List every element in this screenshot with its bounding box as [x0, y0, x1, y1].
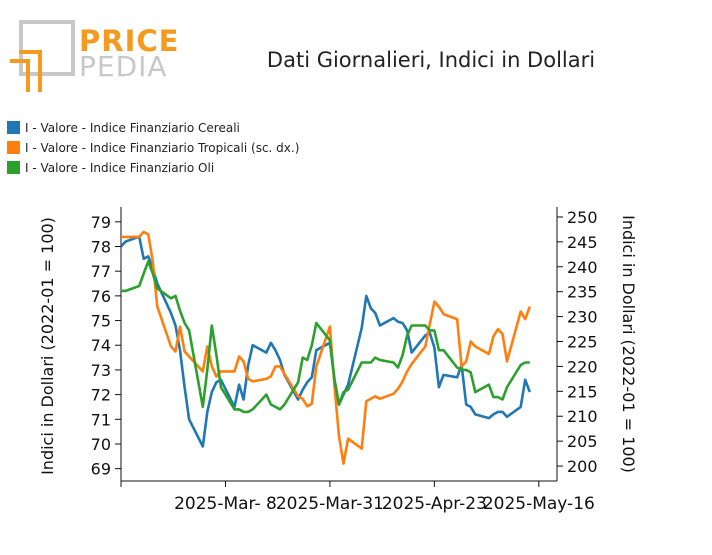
legend-swatch-2: [7, 141, 20, 154]
x-tick-label: 2025-May-16: [483, 494, 595, 514]
logo-word-pedia: PEDIA: [79, 50, 168, 83]
y-tick-label-right: 235: [567, 283, 598, 302]
y-tick-label-right: 205: [567, 432, 598, 451]
plot-area: 69 70 71 72 73 74 75 76 77 78 79 200 205 210 215 220 225…: [91, 207, 598, 514]
y-axis-label-left: Indici in Dollari (2022-01 = 100): [38, 217, 57, 475]
legend: I - Valore - Indice Finanziario Cereali I…: [7, 121, 299, 175]
legend-swatch-3: [7, 161, 20, 174]
y-tick-label-left: 76: [91, 287, 111, 306]
y-tick-label-left: 75: [91, 312, 111, 331]
chart-title: Dati Giornalieri, Indici in Dollari: [267, 48, 595, 72]
y-tick-label-right: 240: [567, 258, 598, 277]
x-tick-label: 2025-Mar- 8: [174, 494, 277, 514]
y-tick-label-left: 73: [91, 361, 111, 380]
y-tick-label-right: 230: [567, 308, 598, 327]
y-tick-label-left: 70: [91, 435, 111, 454]
logo-word-price: PRICE: [79, 24, 179, 58]
y-tick-label-left: 78: [91, 237, 111, 256]
pricepedia-logo: PRICE PEDIA: [10, 20, 179, 92]
y-tick-label-left: 71: [91, 410, 111, 429]
y-tick-label-left: 72: [91, 386, 111, 405]
y-axis-label-right: Indici in Dollari (2022-01 = 100): [619, 215, 638, 473]
series-line-3: [121, 259, 530, 414]
y-tick-label-left: 79: [91, 213, 111, 232]
y-tick-label-right: 220: [567, 357, 598, 376]
logo-orange-bracket-2: [19, 50, 42, 92]
x-tick-label: 2025-Apr-23: [382, 494, 487, 514]
legend-label-1: I - Valore - Indice Finanziario Cereali: [25, 121, 240, 135]
x-tick-label: 2025-Mar-31: [276, 494, 384, 514]
y-tick-label-right: 250: [567, 208, 598, 227]
y-tick-label-left: 69: [91, 460, 111, 479]
y-tick-label-right: 210: [567, 407, 598, 426]
y-tick-label-right: 245: [567, 233, 598, 252]
y-tick-label-right: 215: [567, 382, 598, 401]
series-line-2: [121, 230, 532, 465]
legend-label-2: I - Valore - Indice Finanziario Tropical…: [25, 141, 299, 155]
legend-swatch-1: [7, 121, 20, 134]
logo-orange-bracket-1: [10, 59, 30, 92]
y-tick-label-left: 77: [91, 262, 111, 281]
logo-gray-square: [19, 20, 75, 76]
y-tick-label-right: 200: [567, 457, 598, 476]
y-tick-label-right: 225: [567, 333, 598, 352]
y-tick-label-left: 74: [91, 336, 111, 355]
legend-label-3: I - Valore - Indice Finanziario Oli: [25, 161, 214, 175]
